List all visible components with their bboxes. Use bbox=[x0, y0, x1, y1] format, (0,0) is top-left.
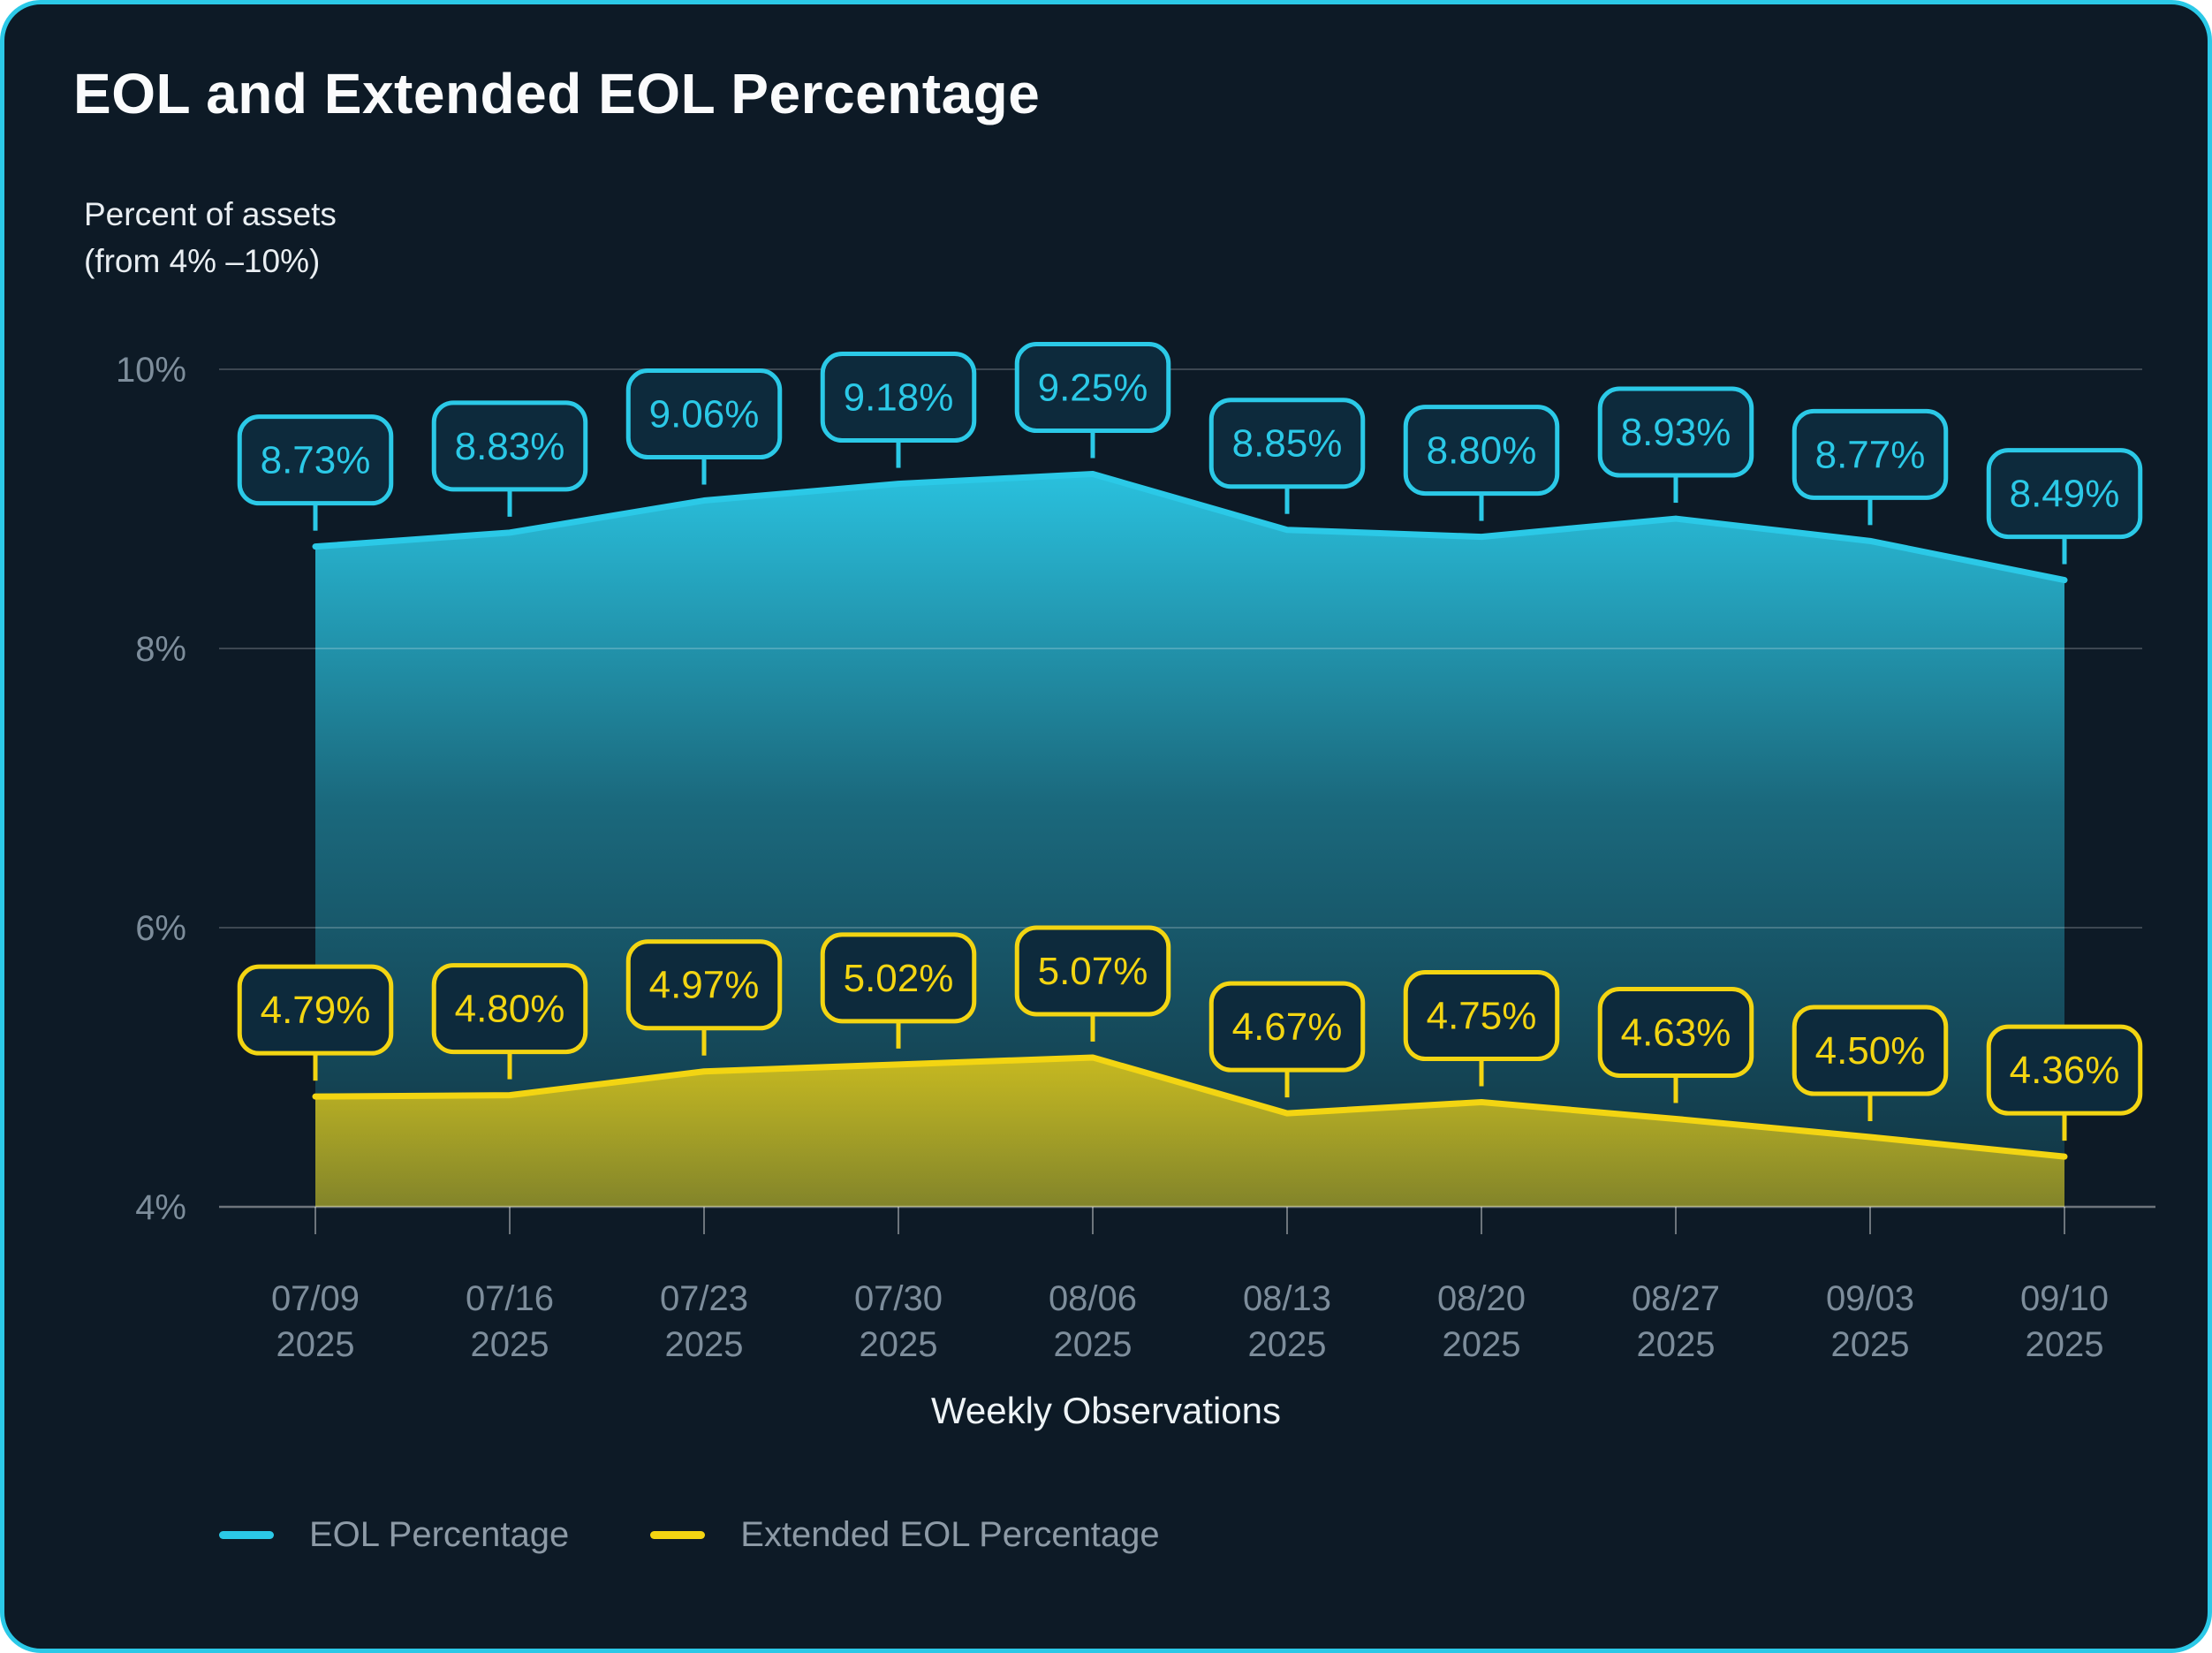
legend-label-eol: EOL Percentage bbox=[309, 1515, 570, 1554]
x-tick-label-date: 09/10 bbox=[2020, 1279, 2109, 1318]
callout-box bbox=[820, 352, 977, 444]
callout-box bbox=[625, 368, 783, 460]
callout-value: 4.36% bbox=[2010, 1049, 2120, 1092]
callout-value: 4.79% bbox=[261, 989, 371, 1032]
x-tick-label-date: 07/30 bbox=[854, 1279, 943, 1318]
x-tick-label-date: 07/23 bbox=[660, 1279, 748, 1318]
callout-box bbox=[1208, 398, 1366, 489]
legend-item-eol: EOL Percentage bbox=[219, 1515, 569, 1555]
callout-value: 9.25% bbox=[1038, 367, 1148, 410]
callout-value: 8.85% bbox=[1232, 422, 1343, 466]
callout-box bbox=[431, 400, 588, 492]
callout-box bbox=[1014, 925, 1171, 1017]
callout-box bbox=[1792, 408, 1949, 500]
callout-value: 4.63% bbox=[1621, 1011, 1731, 1054]
extended-eol-swatch-icon bbox=[650, 1531, 706, 1539]
callout-value: 9.06% bbox=[649, 393, 760, 436]
y-tick-label: 10% bbox=[116, 351, 186, 390]
y-tick-label: 6% bbox=[135, 909, 186, 948]
callout-value: 8.83% bbox=[455, 425, 565, 468]
x-tick-label-date: 08/06 bbox=[1049, 1279, 1137, 1318]
callout-value: 8.80% bbox=[1427, 429, 1537, 473]
callout-value: 4.50% bbox=[1815, 1029, 1926, 1073]
x-tick-label-date: 09/03 bbox=[1826, 1279, 1914, 1318]
x-tick-label-year: 2025 bbox=[665, 1325, 744, 1364]
x-tick-label-year: 2025 bbox=[1248, 1325, 1327, 1364]
extended-eol-area bbox=[315, 1057, 2064, 1207]
callout-value: 9.18% bbox=[844, 376, 954, 420]
callout-box bbox=[1014, 342, 1171, 433]
callout-box bbox=[1597, 386, 1754, 478]
eol-swatch-icon bbox=[219, 1531, 274, 1539]
x-tick-label-date: 07/09 bbox=[271, 1279, 360, 1318]
callout-box bbox=[237, 964, 394, 1056]
eol-line bbox=[312, 471, 2068, 584]
y-tick-label: 4% bbox=[135, 1188, 186, 1227]
x-tick-label-year: 2025 bbox=[1637, 1325, 1716, 1364]
x-tick-label-year: 2025 bbox=[860, 1325, 938, 1364]
extended-eol-line bbox=[312, 1054, 2068, 1160]
legend-item-extended-eol: Extended EOL Percentage bbox=[650, 1515, 1160, 1555]
callout-value: 4.67% bbox=[1232, 1005, 1343, 1049]
callout-value: 8.77% bbox=[1815, 433, 1926, 476]
callout-box bbox=[1986, 448, 2143, 540]
legend-label-extended-eol: Extended EOL Percentage bbox=[740, 1515, 1160, 1554]
x-axis-title: Weekly Observations bbox=[930, 1390, 1282, 1431]
y-axis-caption-line2: (from 4% –10%) bbox=[84, 242, 321, 279]
callout-box bbox=[431, 963, 588, 1055]
callout-value: 4.75% bbox=[1427, 995, 1537, 1038]
callout-value: 8.93% bbox=[1621, 411, 1731, 454]
x-tick-label-year: 2025 bbox=[1443, 1325, 1521, 1364]
callout-value: 4.80% bbox=[455, 988, 565, 1031]
callout-value: 5.02% bbox=[844, 957, 954, 1000]
x-tick-label-date: 08/13 bbox=[1243, 1279, 1331, 1318]
callout-box bbox=[1597, 986, 1754, 1078]
callout-box bbox=[1403, 405, 1560, 497]
callout-box bbox=[820, 932, 977, 1024]
x-tick-label-year: 2025 bbox=[2026, 1325, 2104, 1364]
x-tick-label-year: 2025 bbox=[1054, 1325, 1133, 1364]
callout-box bbox=[1208, 981, 1366, 1073]
callout-value: 5.07% bbox=[1038, 950, 1148, 993]
callout-box bbox=[1986, 1024, 2143, 1116]
callout-value: 8.73% bbox=[261, 439, 371, 482]
callout-box bbox=[625, 939, 783, 1031]
chart-svg: 10% 8% 6% 4% 8.73% 8.83% 9.06% 9.18% 9.25% 8.85% 8… bbox=[116, 342, 2155, 1364]
x-tick-label-year: 2025 bbox=[1831, 1325, 1910, 1364]
callout-value: 4.97% bbox=[649, 964, 760, 1007]
x-tick-label-year: 2025 bbox=[471, 1325, 549, 1364]
chart-title: EOL and Extended EOL Percentage bbox=[73, 62, 1041, 125]
x-tick-label-date: 08/27 bbox=[1632, 1279, 1720, 1318]
x-tick-label-date: 07/16 bbox=[466, 1279, 554, 1318]
y-axis-caption: Percent of assets (from 4% –10%) bbox=[84, 192, 337, 284]
legend: EOL Percentage Extended EOL Percentage bbox=[219, 1515, 1160, 1555]
callout-value: 8.49% bbox=[2010, 473, 2120, 516]
x-tick-label-year: 2025 bbox=[276, 1325, 355, 1364]
callout-box bbox=[1403, 970, 1560, 1061]
y-tick-label: 8% bbox=[135, 630, 186, 669]
x-tick-label-date: 08/20 bbox=[1437, 1279, 1526, 1318]
y-axis-caption-line1: Percent of assets bbox=[84, 196, 337, 232]
callout-box bbox=[1792, 1005, 1949, 1096]
callout-box bbox=[237, 414, 394, 506]
